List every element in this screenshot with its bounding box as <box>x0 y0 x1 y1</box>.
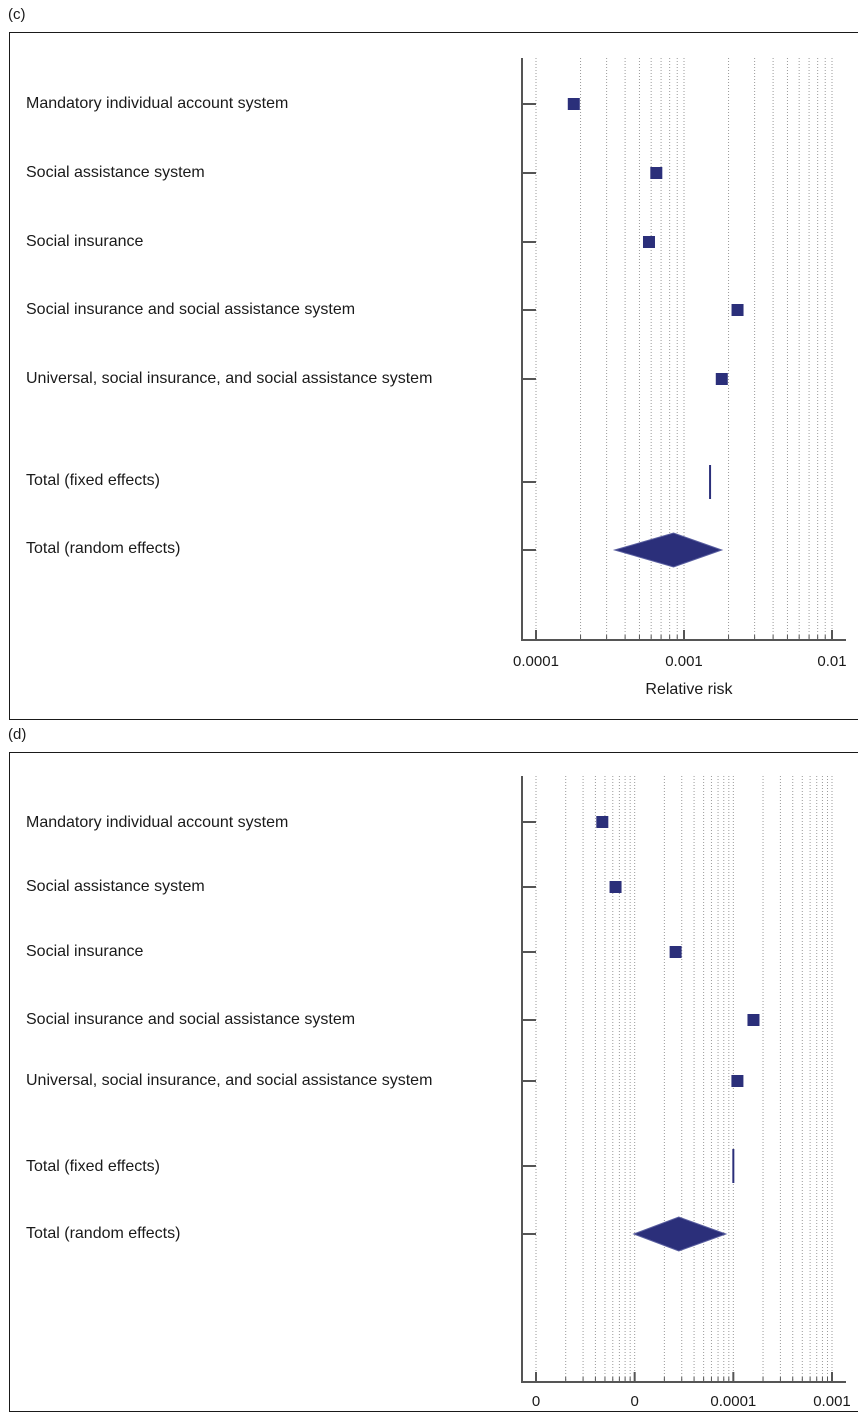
row-label: Social insurance <box>26 233 144 250</box>
panel-label-c: (c) <box>8 6 26 23</box>
row-label: Social insurance and social assistance s… <box>26 1011 356 1028</box>
x-axis-label: Relative risk <box>645 681 733 698</box>
row-label: Total (random effects) <box>26 1225 181 1242</box>
row-label: Social insurance and social assistance s… <box>26 301 356 318</box>
x-tick-label: 0.0001 <box>513 653 559 670</box>
random-effects-diamond <box>632 1216 728 1252</box>
study-marker <box>596 816 609 828</box>
row-label: Mandatory individual account system <box>26 95 289 112</box>
x-tick-label: 0.001 <box>813 1393 851 1410</box>
study-marker <box>567 98 580 110</box>
study-marker <box>747 1014 760 1026</box>
row-label: Social assistance system <box>26 164 205 181</box>
x-tick-label: 0.0001 <box>710 1393 756 1410</box>
x-tick-label: 0.001 <box>665 653 703 670</box>
study-marker <box>731 304 744 316</box>
study-marker <box>609 881 622 893</box>
row-label: Social assistance system <box>26 878 205 895</box>
panel-frame-c <box>9 32 858 720</box>
row-label: Social insurance <box>26 943 144 960</box>
panel-label-d: (d) <box>8 726 27 743</box>
study-marker <box>715 373 728 385</box>
x-tick-label: 0 <box>630 1393 638 1410</box>
study-marker <box>669 946 682 958</box>
study-marker <box>642 236 655 248</box>
study-marker <box>731 1075 744 1087</box>
row-label: Total (fixed effects) <box>26 472 160 489</box>
x-tick-label: 0.01 <box>817 653 846 670</box>
row-label: Universal, social insurance, and social … <box>26 370 433 387</box>
row-label: Total (random effects) <box>26 540 181 557</box>
x-tick-label: 0 <box>532 1393 540 1410</box>
random-effects-diamond <box>612 532 724 568</box>
row-label: Total (fixed effects) <box>26 1158 160 1175</box>
study-marker <box>650 167 663 179</box>
row-label: Mandatory individual account system <box>26 814 289 831</box>
row-label: Universal, social insurance, and social … <box>26 1072 433 1089</box>
